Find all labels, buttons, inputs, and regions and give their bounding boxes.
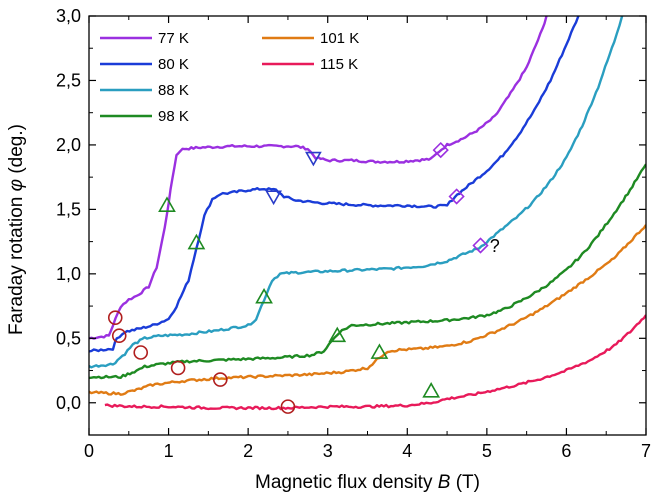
y-tick-label: 3,0 — [56, 6, 81, 26]
circle-marker — [170, 360, 186, 376]
y-tick-label: 2,0 — [56, 135, 81, 155]
triangle-down-marker — [265, 190, 282, 206]
y-axis-title: Faraday rotation φ (deg.) — [6, 124, 27, 335]
x-tick-label: 3 — [323, 441, 333, 461]
x-tick-label: 6 — [561, 441, 571, 461]
triangle-up-marker — [328, 326, 347, 343]
x-tick-label: 1 — [164, 441, 174, 461]
series-line-101-k — [89, 224, 646, 396]
circle-marker — [111, 328, 127, 344]
legend-label: 88 K — [158, 82, 189, 99]
y-tick-label: 0,5 — [56, 328, 81, 348]
x-axis-title: Magnetic flux density B (T) — [255, 472, 480, 493]
triangle-up-marker — [422, 382, 441, 398]
x-tick-label: 4 — [402, 441, 412, 461]
circle-marker — [107, 310, 123, 325]
series-line-115-k — [104, 314, 646, 411]
series-line-98-k — [89, 163, 646, 380]
circle-marker — [280, 399, 296, 414]
legend: 77 K 80 K 88 K 98 K 101 K 115 K — [100, 30, 359, 125]
diamond-marker — [448, 188, 465, 205]
triangle-up-marker — [187, 233, 206, 250]
annotation-text: ? — [490, 236, 500, 256]
diamond-marker — [432, 141, 449, 159]
series-layer — [89, 16, 646, 411]
legend-label: 80 K — [158, 56, 189, 73]
y-tick-label: 2,5 — [56, 70, 81, 90]
legend-label: 101 K — [320, 30, 359, 47]
marker-layer — [107, 141, 489, 414]
annotations: ? — [490, 236, 500, 256]
x-tick-label: 2 — [243, 441, 253, 461]
series-line-80-k — [89, 16, 580, 353]
y-tick-label: 1,5 — [56, 199, 81, 219]
legend-label: 115 K — [320, 56, 358, 73]
legend-label: 98 K — [158, 108, 189, 125]
triangle-down-marker — [305, 151, 322, 167]
triangle-up-marker — [370, 343, 389, 359]
axes-layer: 0 1 2 3 4 5 6 7 0,0 0,5 1,0 1,5 2,0 2,5 3,0 — [56, 6, 651, 461]
triangle-up-marker — [255, 287, 273, 304]
diamond-marker — [472, 237, 489, 254]
circle-marker — [212, 372, 228, 387]
legend-label: 77 K — [158, 30, 189, 47]
y-tick-label: 0,0 — [56, 393, 81, 413]
y-tick-label: 1,0 — [56, 264, 81, 284]
x-tick-label: 0 — [84, 441, 94, 461]
x-tick-label: 7 — [641, 441, 651, 461]
circle-marker — [133, 345, 149, 360]
x-tick-label: 5 — [482, 441, 492, 461]
series-line-88-k — [89, 16, 624, 369]
triangle-up-marker — [158, 196, 176, 212]
